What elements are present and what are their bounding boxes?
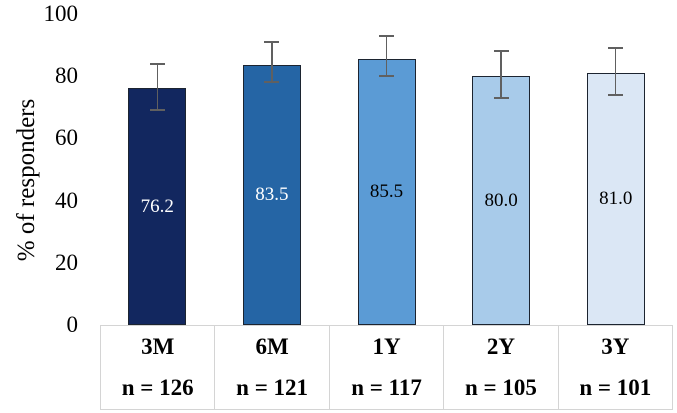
error-bar-cap-bottom [379, 75, 394, 78]
sample-size-label: n = 117 [351, 375, 422, 401]
bar-value-label: 76.2 [140, 195, 174, 217]
bar-value-label: 85.5 [369, 181, 404, 203]
category-label: 1Y [372, 333, 401, 359]
x-category-cell: 1Y n = 117 [328, 326, 443, 409]
x-category-cell: 3Y n = 101 [557, 326, 672, 409]
y-tick-label: 40 [55, 187, 78, 213]
x-axis-table: 3M n = 126 6M n = 121 1Y n = 117 2Y n = 105 3Y n … [100, 325, 673, 410]
y-tick-label: 80 [55, 63, 78, 89]
category-label: 2Y [486, 333, 515, 359]
y-tick-label: 20 [55, 249, 78, 275]
error-bar-cap-top [608, 47, 624, 50]
error-bar-cap-top [264, 40, 280, 43]
bar [357, 59, 416, 325]
sample-size-label: n = 105 [464, 375, 537, 401]
error-bar-cap-bottom [149, 109, 165, 112]
category-label: 3Y [601, 333, 630, 359]
sample-size-label: n = 126 [121, 375, 194, 401]
category-label: 3M [141, 333, 175, 359]
error-bar-cap-bottom [608, 93, 624, 96]
sample-size-label: n = 121 [236, 375, 309, 401]
bar [586, 73, 645, 325]
error-bar-cap-top [493, 50, 509, 53]
error-bar-line [385, 35, 388, 77]
category-label: 6M [255, 333, 289, 359]
x-category-cell: 3M n = 126 [101, 326, 214, 409]
y-tick-label: 100 [43, 1, 79, 26]
error-bar-line [500, 51, 502, 98]
bar [472, 76, 531, 325]
error-bar-line [614, 48, 617, 95]
bar [128, 88, 187, 325]
error-bar-line [271, 41, 273, 83]
bar-value-label: 83.5 [255, 184, 289, 206]
y-tick-label: 60 [55, 125, 78, 151]
x-category-cell: 6M n = 121 [214, 326, 328, 409]
error-bar-cap-bottom [264, 81, 280, 84]
bar [242, 65, 301, 325]
x-category-cell: 2Y n = 105 [443, 326, 557, 409]
error-bar-cap-top [149, 62, 165, 65]
y-axis-title: % of responders [13, 98, 40, 262]
bar-value-label: 80.0 [484, 189, 518, 211]
y-tick-label: 0 [66, 312, 79, 337]
bar-value-label: 81.0 [599, 188, 633, 210]
error-bar-line [156, 63, 159, 111]
sample-size-label: n = 101 [579, 375, 652, 401]
error-bar-cap-top [379, 34, 394, 37]
error-bar-cap-bottom [493, 96, 509, 99]
